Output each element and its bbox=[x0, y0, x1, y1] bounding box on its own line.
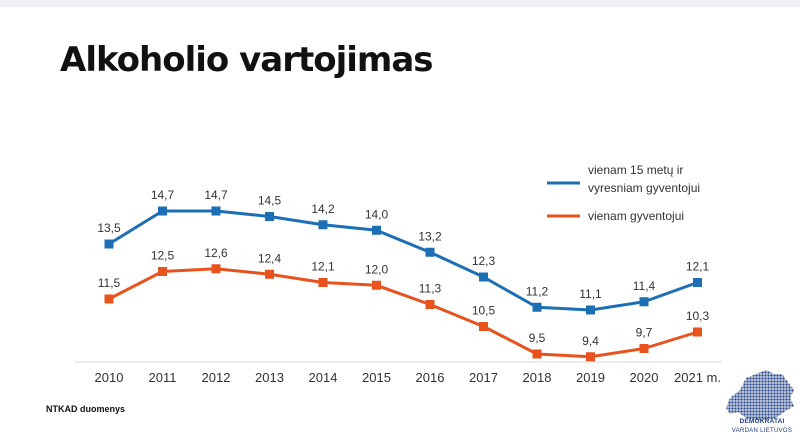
data-point-marker bbox=[265, 269, 274, 279]
legend-label: vienam 15 metų ir bbox=[588, 163, 683, 177]
lithuania-map-logo-icon bbox=[726, 370, 794, 420]
data-point-marker bbox=[479, 272, 488, 282]
data-label: 9,4 bbox=[582, 334, 599, 348]
x-tick-label: 2013 bbox=[255, 370, 284, 385]
data-point-marker bbox=[158, 206, 167, 216]
data-point-marker bbox=[104, 239, 114, 249]
series-line-2 bbox=[108, 267, 698, 359]
legend: vienam 15 metų ir vyresniam gyventojui vie… bbox=[547, 163, 700, 223]
series-line-1 bbox=[108, 209, 699, 312]
data-label: 12,6 bbox=[204, 246, 228, 260]
x-tick-label: 2016 bbox=[416, 370, 445, 385]
data-point-marker bbox=[265, 212, 274, 221]
data-label: 11,2 bbox=[526, 284, 549, 298]
data-label: 9,5 bbox=[529, 331, 546, 345]
x-tick-label: 2011 bbox=[149, 370, 177, 385]
top-bar bbox=[0, 0, 800, 7]
data-label: 11,5 bbox=[98, 276, 121, 290]
data-point-marker bbox=[639, 297, 649, 307]
data-point-marker bbox=[211, 264, 221, 274]
data-label: 11,1 bbox=[579, 287, 602, 301]
data-point-marker bbox=[318, 220, 328, 230]
data-point-marker bbox=[372, 225, 381, 235]
page-title: Alkoholio vartojimas bbox=[60, 40, 433, 80]
data-point-marker bbox=[425, 300, 435, 309]
x-tick-label: 2015 bbox=[362, 370, 391, 385]
data-point-marker bbox=[318, 278, 328, 287]
source-note: NTKAD duomenys bbox=[46, 404, 126, 414]
data-label: 12,4 bbox=[258, 251, 282, 265]
data-label: 13,2 bbox=[418, 229, 442, 243]
data-label: 11,4 bbox=[633, 279, 656, 293]
plot-area: 2010 2011 2012 2013 2014 2015 2016 2017 2018 2019… bbox=[75, 188, 722, 385]
data-label: 14,2 bbox=[311, 202, 335, 216]
data-point-marker bbox=[479, 322, 488, 331]
data-label: 11,3 bbox=[419, 282, 442, 296]
logo-subtitle: VARDAN LIETUVOS bbox=[731, 428, 793, 434]
data-point-marker bbox=[586, 352, 595, 362]
data-label: 12,0 bbox=[365, 262, 389, 276]
legend-label: vyresniam gyventojui bbox=[588, 181, 700, 195]
data-label: 10,5 bbox=[472, 304, 496, 318]
data-point-marker bbox=[425, 247, 435, 257]
data-point-marker bbox=[693, 278, 702, 287]
logo-name: DEMOKRATAI bbox=[739, 418, 785, 425]
data-label: 14,5 bbox=[258, 194, 282, 208]
x-tick-label: 2017 bbox=[469, 370, 498, 385]
data-point-marker bbox=[158, 267, 167, 276]
data-label: 9,7 bbox=[636, 326, 653, 340]
data-point-marker bbox=[372, 280, 381, 290]
data-point-marker bbox=[532, 349, 542, 359]
data-label: 13,5 bbox=[97, 221, 121, 235]
data-label: 14,0 bbox=[365, 207, 389, 221]
x-tick-label: 2010 bbox=[95, 370, 124, 385]
data-label: 10,3 bbox=[686, 309, 710, 323]
data-label: 12,1 bbox=[311, 260, 335, 274]
x-tick-label: 2012 bbox=[202, 370, 231, 385]
data-label: 12,3 bbox=[472, 254, 496, 268]
data-label: 12,1 bbox=[686, 260, 710, 274]
data-point-marker bbox=[586, 305, 595, 315]
data-point-marker bbox=[639, 344, 649, 353]
data-point-marker bbox=[104, 294, 114, 304]
x-tick-label: 2019 bbox=[576, 370, 605, 385]
data-label: 12,5 bbox=[151, 249, 175, 263]
data-label: 14,7 bbox=[204, 188, 228, 202]
data-label: 14,7 bbox=[151, 188, 175, 202]
x-tick-label: 2020 bbox=[630, 370, 659, 385]
data-point-marker bbox=[211, 206, 221, 216]
x-tick-label: 2021 m. bbox=[674, 370, 721, 385]
x-tick-label: 2014 bbox=[309, 370, 338, 385]
data-point-marker bbox=[693, 327, 702, 337]
legend-label: vienam gyventojui bbox=[588, 209, 684, 223]
x-tick-label: 2018 bbox=[523, 370, 552, 385]
data-point-marker bbox=[532, 302, 542, 312]
